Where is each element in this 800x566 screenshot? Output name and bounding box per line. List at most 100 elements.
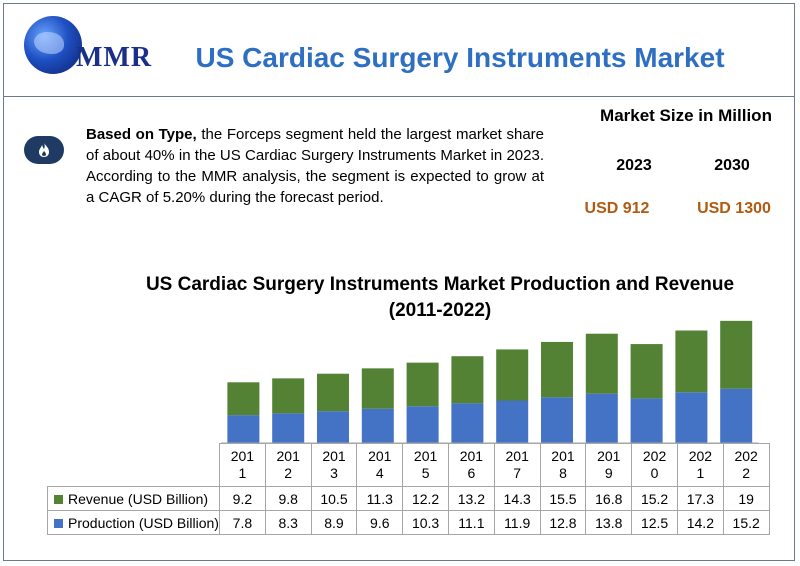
tick-label-4-line-0: 201 <box>413 448 438 464</box>
bar-production-0 <box>227 415 260 443</box>
data-label-revenue-1: 9.8 <box>264 486 312 511</box>
production-legend: Production (USD Billion) <box>47 510 220 535</box>
market-size-title: Market Size in Million <box>600 106 772 125</box>
market-size-year-2030: 2030 <box>714 157 750 174</box>
tick-label-8: 201 9 <box>585 443 633 487</box>
production-row: Production (USD Billion) 7.8 8.3 8.9 9.6 10.… <box>47 510 770 535</box>
tick-label-6: 201 7 <box>493 443 541 487</box>
production-swatch <box>54 518 63 528</box>
bar-revenue-9 <box>630 344 663 399</box>
data-label-production-7: 12.8 <box>539 510 587 535</box>
data-label-revenue-0: 9.2 <box>219 486 266 511</box>
bar-revenue-10 <box>675 330 708 393</box>
bar-revenue-0 <box>227 382 260 416</box>
data-label-revenue-6: 14.3 <box>493 486 541 511</box>
data-label-revenue-4: 12.2 <box>402 486 449 511</box>
tick-label-1: 201 2 <box>264 443 312 487</box>
tick-label-1-line-0: 201 <box>276 448 300 464</box>
table-corner <box>47 443 220 487</box>
type-description: Based on Type, the Forceps segment held … <box>86 124 544 208</box>
revenue-legend: Revenue (USD Billion) <box>47 486 220 511</box>
tick-label-10-line-1: 1 <box>696 465 705 481</box>
data-label-production-6: 11.9 <box>493 510 541 535</box>
header-divider <box>4 96 794 97</box>
tick-label-10: 202 1 <box>676 443 724 487</box>
chart-data-table: 201 1 201 2 201 3 201 4 201 5 201 6 201 7 201 8 201 9 202 0… <box>47 443 770 535</box>
tick-label-3-line-1: 4 <box>375 465 384 481</box>
mmr-logo: MMR <box>16 12 156 76</box>
data-label-production-1: 8.3 <box>264 510 312 535</box>
year-row: 201 1 201 2 201 3 201 4 201 5 201 6 201 7 201 8 201 9 202 0… <box>47 443 770 487</box>
bar-revenue-4 <box>406 362 439 407</box>
tick-label-5-line-0: 201 <box>459 448 484 464</box>
bar-production-6 <box>496 400 529 443</box>
data-label-production-9: 12.5 <box>631 510 678 535</box>
bar-production-1 <box>272 413 305 443</box>
tick-label-11: 202 2 <box>722 443 770 487</box>
tick-label-4-line-1: 5 <box>421 465 430 481</box>
data-label-production-10: 14.2 <box>676 510 724 535</box>
data-label-revenue-3: 11.3 <box>356 486 404 511</box>
bar-production-10 <box>675 392 708 443</box>
tick-label-9: 202 0 <box>631 443 678 487</box>
data-label-production-8: 13.8 <box>585 510 633 535</box>
data-label-production-0: 7.8 <box>219 510 266 535</box>
tick-label-7: 201 8 <box>539 443 587 487</box>
production-legend-label: Production (USD Billion) <box>68 514 219 531</box>
data-label-revenue-8: 16.8 <box>585 486 633 511</box>
bar-revenue-2 <box>317 373 349 412</box>
bar-revenue-11 <box>720 320 753 389</box>
tick-label-2-line-1: 3 <box>330 465 338 481</box>
globe-icon <box>24 16 82 74</box>
bar-production-5 <box>451 403 484 443</box>
bar-revenue-7 <box>541 341 573 398</box>
bar-production-3 <box>361 408 394 443</box>
chart-title: US Cardiac Surgery Instruments Market Pr… <box>145 274 735 321</box>
data-label-production-11: 15.2 <box>722 510 770 535</box>
bar-production-9 <box>630 398 663 443</box>
tick-label-3: 201 4 <box>356 443 404 487</box>
tick-label-3-line-0: 201 <box>368 448 392 464</box>
tick-label-9-line-1: 0 <box>650 465 659 481</box>
bar-production-4 <box>406 406 439 443</box>
bar-revenue-5 <box>451 356 484 404</box>
data-label-revenue-9: 15.2 <box>631 486 678 511</box>
tick-label-1-line-1: 2 <box>284 465 293 481</box>
bar-production-8 <box>585 393 618 443</box>
tick-label-0: 201 1 <box>219 443 266 487</box>
market-size-year-2023: 2023 <box>616 157 652 174</box>
tick-label-0-line-1: 1 <box>238 465 247 481</box>
tick-label-6-line-0: 201 <box>505 448 529 464</box>
bar-production-7 <box>541 397 573 443</box>
tick-label-2: 201 3 <box>310 443 358 487</box>
tick-label-10-line-0: 202 <box>688 448 713 464</box>
revenue-row: Revenue (USD Billion) 9.2 9.8 10.5 11.3 12.2… <box>47 486 770 511</box>
page-title: US Cardiac Surgery Instruments Market <box>195 42 725 73</box>
tick-label-8-line-0: 201 <box>597 448 621 464</box>
data-label-production-3: 9.6 <box>356 510 404 535</box>
data-label-revenue-5: 13.2 <box>447 486 495 511</box>
logo-text: MMR <box>76 42 153 73</box>
data-label-production-4: 10.3 <box>402 510 449 535</box>
data-label-revenue-10: 17.3 <box>676 486 724 511</box>
tick-label-0-line-0: 201 <box>230 448 255 464</box>
tick-label-11-line-1: 2 <box>742 465 751 481</box>
bar-production-2 <box>317 411 349 443</box>
tick-label-9-line-0: 202 <box>642 448 667 464</box>
tick-label-7-line-1: 8 <box>559 465 567 481</box>
tick-label-2-line-0: 201 <box>322 448 346 464</box>
data-label-revenue-7: 15.5 <box>539 486 587 511</box>
tick-label-11-line-0: 202 <box>734 448 758 464</box>
data-label-production-5: 11.1 <box>447 510 495 535</box>
data-label-production-2: 8.9 <box>310 510 358 535</box>
market-size-value-2030: USD 1300 <box>697 200 771 217</box>
data-label-revenue-2: 10.5 <box>310 486 358 511</box>
data-label-revenue-11: 19 <box>722 486 770 511</box>
tick-label-5: 201 6 <box>447 443 495 487</box>
description-bold: Based on Type, <box>86 126 197 143</box>
revenue-swatch <box>54 494 63 504</box>
tick-label-7-line-0: 201 <box>551 448 575 464</box>
tick-label-8-line-1: 9 <box>604 465 613 481</box>
page-frame <box>3 3 795 561</box>
